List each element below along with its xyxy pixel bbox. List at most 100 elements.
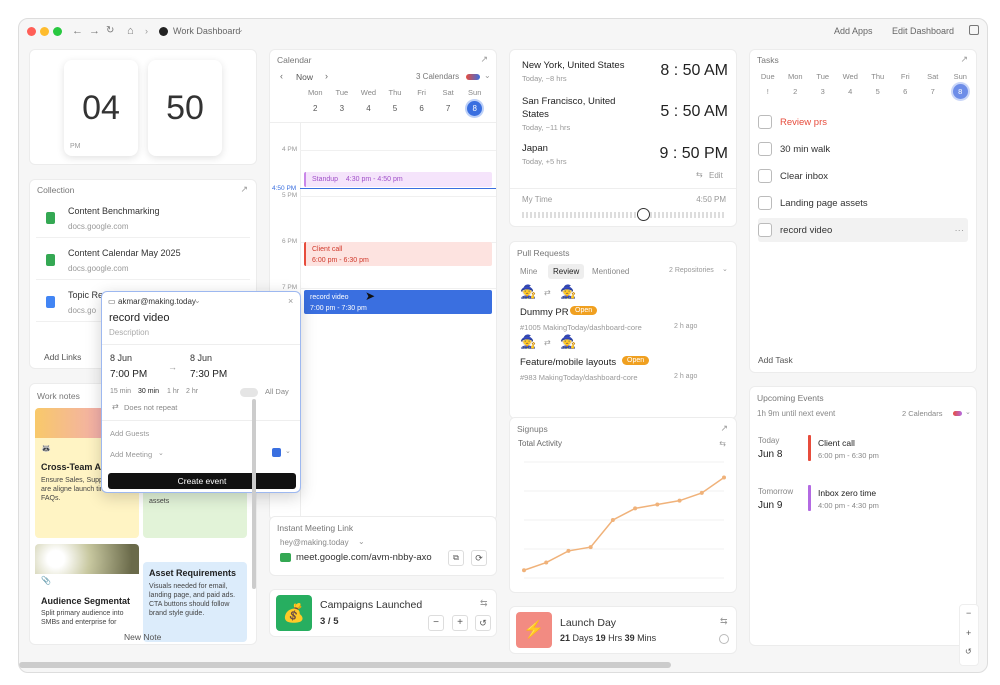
chevron-down-icon[interactable]: ⌄	[358, 537, 365, 546]
note-card[interactable]: Asset Requirements Visuals needed for em…	[143, 562, 247, 642]
next-week-icon[interactable]: ›	[325, 71, 328, 81]
end-date[interactable]: 8 Jun	[190, 353, 213, 363]
task-day[interactable]: Due!	[754, 72, 782, 99]
collection-item[interactable]: Content Calendar May 2025 docs.google.co…	[36, 240, 250, 280]
repeat-selector[interactable]: Does not repeat	[124, 403, 178, 412]
duration-option[interactable]: 1 hr	[167, 388, 180, 395]
chevron-down-icon[interactable]: ⌄	[484, 71, 491, 80]
task-item[interactable]: 30 min walk	[758, 137, 968, 161]
pr-title[interactable]: Feature/mobile layouts	[520, 357, 617, 368]
calendar-event-standup[interactable]: Standup 4:30 pm - 4:50 pm	[304, 172, 492, 187]
increment-button[interactable]: +	[452, 615, 468, 631]
prev-week-icon[interactable]: ‹	[280, 71, 283, 81]
task-day[interactable]: Wed 4	[837, 72, 865, 99]
edit-button[interactable]: Edit	[709, 171, 723, 180]
popup-account[interactable]: akmar@making.today	[118, 297, 196, 306]
zoom-in-button[interactable]: +	[966, 628, 972, 638]
add-guests-input[interactable]: Add Guests	[110, 429, 150, 438]
chevron-down-icon[interactable]: ⌄	[158, 450, 164, 457]
add-meeting-selector[interactable]: Add Meeting	[110, 450, 153, 459]
sliders-icon[interactable]: ⇆	[720, 616, 728, 626]
chart-point[interactable]	[655, 502, 660, 507]
chart-point[interactable]	[544, 560, 549, 565]
notes-scrollbar[interactable]	[252, 399, 256, 589]
maximize-window-button[interactable]	[53, 27, 62, 36]
task-day[interactable]: Sun 8	[947, 72, 975, 99]
calendars-selector[interactable]: 2 Calendars	[902, 409, 943, 418]
forward-icon[interactable]: →	[89, 25, 100, 37]
event-description-input[interactable]: Description	[109, 328, 150, 337]
expand-arrow-icon[interactable]: ↗	[240, 184, 248, 194]
meeting-account[interactable]: hey@making.today	[280, 538, 349, 547]
settings-sliders-icon[interactable]: ⇆	[480, 598, 488, 608]
chart-point[interactable]	[522, 568, 526, 573]
chevron-down-icon[interactable]: ⌄	[285, 448, 291, 455]
task-checkbox[interactable]	[758, 196, 772, 210]
task-checkbox[interactable]	[758, 223, 772, 237]
duration-option[interactable]: 30 min	[138, 388, 160, 395]
calendar-day[interactable]: Mon 2	[302, 88, 329, 116]
end-time[interactable]: 7:30 PM	[190, 369, 228, 380]
now-button[interactable]: Now	[296, 72, 314, 82]
refresh-icon[interactable]: ⟳	[471, 550, 487, 566]
chart-point[interactable]	[677, 498, 682, 503]
dashboard-title[interactable]: Work Dashboard	[173, 26, 241, 36]
task-day[interactable]: Thu 5	[864, 72, 892, 99]
task-checkbox[interactable]	[758, 115, 772, 129]
time-slider-track[interactable]	[522, 212, 724, 218]
chevron-down-icon[interactable]: ⌄	[237, 25, 244, 34]
copy-icon[interactable]: ⧉	[448, 550, 464, 566]
task-item[interactable]: Review prs	[758, 110, 968, 134]
collection-item[interactable]: Content Benchmarking docs.google.com	[36, 198, 250, 238]
chart-point[interactable]	[566, 548, 571, 553]
calendars-selector[interactable]: 3 Calendars	[416, 72, 460, 81]
home-icon[interactable]: ⌂	[127, 25, 134, 37]
tab-mentioned[interactable]: Mentioned	[592, 267, 630, 276]
add-apps-button[interactable]: Add Apps	[834, 26, 873, 36]
task-item[interactable]: Clear inbox	[758, 164, 968, 188]
start-time[interactable]: 7:00 PM	[110, 369, 148, 380]
event-title-input[interactable]: record video	[109, 312, 170, 324]
event-title[interactable]: Client call	[818, 438, 855, 448]
more-options-icon[interactable]: ···	[954, 224, 965, 236]
reset-icon[interactable]: ↺	[475, 615, 491, 631]
zoom-out-button[interactable]: −	[966, 608, 972, 618]
task-item[interactable]: record video ···	[758, 218, 968, 242]
chart-point[interactable]	[722, 475, 726, 480]
event-title[interactable]: Inbox zero time	[818, 488, 877, 498]
start-date[interactable]: 8 Jun	[110, 353, 133, 363]
chevron-down-icon[interactable]: ⌄	[965, 409, 971, 416]
event-color-picker[interactable]	[272, 448, 281, 457]
decrement-button[interactable]: −	[428, 615, 444, 631]
meeting-link[interactable]: meet.google.com/avm-nbby-axo	[296, 552, 432, 563]
all-day-toggle[interactable]	[240, 388, 258, 397]
calendar-day[interactable]: Thu 5	[382, 88, 409, 116]
horizontal-scrollbar[interactable]	[19, 662, 671, 668]
task-checkbox[interactable]	[758, 169, 772, 183]
chevron-down-icon[interactable]: ⌄	[194, 296, 201, 305]
task-checkbox[interactable]	[758, 142, 772, 156]
task-day[interactable]: Tue 3	[809, 72, 837, 99]
calendar-day[interactable]: Tue 3	[329, 88, 356, 116]
pr-title[interactable]: Dummy PR	[520, 307, 569, 318]
calendar-day[interactable]: Wed 4	[355, 88, 382, 116]
tab-mine[interactable]: Mine	[520, 267, 538, 276]
create-event-button[interactable]: Create event	[108, 473, 296, 489]
repositories-selector[interactable]: 2 Repositories	[669, 267, 714, 274]
close-window-button[interactable]	[27, 27, 36, 36]
minimize-window-button[interactable]	[40, 27, 49, 36]
chart-point[interactable]	[633, 506, 638, 511]
reload-icon[interactable]: ↻	[106, 25, 115, 36]
task-day[interactable]: Mon 2	[782, 72, 810, 99]
expand-arrow-icon[interactable]: ↗	[960, 54, 968, 64]
calendar-day[interactable]: Sat 7	[435, 88, 462, 116]
add-task-button[interactable]: Add Task	[758, 355, 793, 365]
sidebar-toggle-icon[interactable]	[969, 25, 979, 35]
chevron-down-icon[interactable]: ⌄	[722, 266, 728, 273]
chart-point[interactable]	[588, 545, 593, 550]
task-day[interactable]: Sat 7	[919, 72, 947, 99]
calendar-day[interactable]: Fri 6	[408, 88, 435, 116]
calendar-event-client-call[interactable]: Client call 6:00 pm - 6:30 pm	[304, 242, 492, 266]
new-note-button[interactable]: New Note	[124, 632, 162, 642]
task-item[interactable]: Landing page assets	[758, 191, 968, 215]
